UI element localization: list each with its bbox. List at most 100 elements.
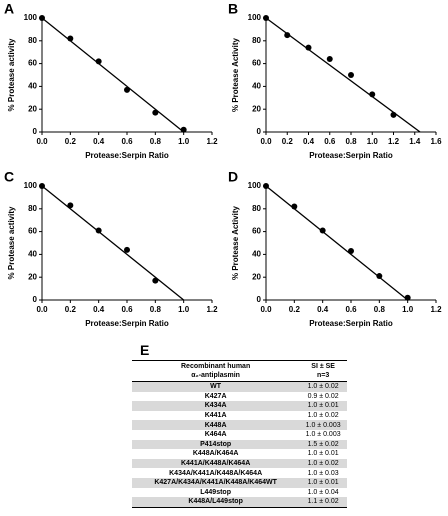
name-cell: K427A/K434A/K441A/K448A/K464WT — [132, 477, 300, 488]
y-tick-label: 40 — [28, 82, 37, 91]
x-tick-label: 0.4 — [93, 305, 105, 314]
data-point — [376, 273, 383, 280]
data-point — [291, 203, 298, 210]
y-axis-label: % Protease activity — [7, 38, 16, 111]
x-tick-label: 0.0 — [260, 305, 272, 314]
panel-label: E — [140, 342, 150, 358]
name-cell: K448A — [132, 420, 300, 430]
x-tick-label: 0.4 — [93, 137, 105, 146]
header-text: α₂-antiplasmin — [191, 372, 240, 379]
x-tick-label: 0.6 — [121, 305, 133, 314]
header-text: n=3 — [316, 372, 330, 379]
y-tick-label: 60 — [252, 227, 261, 236]
data-point — [404, 294, 411, 301]
x-tick-label: 0.0 — [36, 305, 48, 314]
data-point — [67, 202, 74, 209]
data-point — [95, 227, 102, 234]
name-cell: K441A — [204, 412, 227, 420]
x-tick-label: 0.6 — [345, 305, 357, 314]
name-cell: K464A — [204, 431, 227, 439]
value-cell: 1.0 ± 0.01 — [307, 450, 339, 458]
x-axis-label: Protease:Serpin Ratio — [309, 319, 393, 328]
table-row: K434A 1.0 ± 0.01 — [132, 401, 347, 411]
table: Recombinant human α₂-antiplasmin SI ± SE n… — [132, 360, 347, 508]
x-tick-label: 1.4 — [409, 137, 421, 146]
x-tick-label: 0.8 — [150, 305, 162, 314]
data-point — [152, 109, 159, 116]
y-tick-label: 0 — [33, 127, 38, 136]
x-tick-label: 1.0 — [402, 305, 414, 314]
x-axis-label: Protease:Serpin Ratio — [85, 319, 169, 328]
y-tick-label: 80 — [252, 204, 261, 213]
x-axis-label: Protease:Serpin Ratio — [309, 151, 393, 160]
x-tick-label: 1.2 — [206, 137, 218, 146]
table-row: K434A/K441A/K448A/K464A 1.0 ± 0.03 — [132, 468, 347, 478]
x-tick-label: 0.4 — [303, 137, 315, 146]
x-tick-label: 0.2 — [65, 305, 77, 314]
value-cell: 1.5 ± 0.02 — [299, 439, 347, 450]
data-point — [348, 72, 354, 78]
data-point — [390, 111, 397, 118]
value-cell: 1.0 ± 0.02 — [299, 381, 347, 392]
y-tick-label: 80 — [28, 204, 37, 213]
name-cell: L449stop — [200, 488, 231, 496]
y-tick-label: 20 — [252, 104, 261, 113]
data-point — [39, 183, 45, 189]
name-cell: K427A — [204, 392, 227, 400]
value-cell: 1.0 ± 0.04 — [307, 488, 339, 496]
value-cell: 1.0 ± 0.01 — [299, 401, 347, 411]
fit-line — [41, 185, 185, 301]
data-point — [369, 91, 376, 98]
data-point — [124, 86, 130, 93]
data-point — [284, 32, 291, 39]
y-tick-label: 20 — [28, 272, 37, 281]
name-cell: K434A — [132, 401, 300, 411]
data-point — [124, 246, 130, 253]
table-row: L449stop 1.0 ± 0.04 — [132, 488, 347, 498]
y-tick-label: 20 — [28, 104, 37, 113]
data-point — [305, 44, 312, 51]
panel-label: C — [4, 169, 14, 185]
y-tick-label: 60 — [252, 59, 261, 68]
table-row: K441A 1.0 ± 0.02 — [132, 411, 347, 421]
x-tick-label: 1.0 — [178, 305, 190, 314]
y-tick-label: 0 — [257, 127, 262, 136]
y-tick-label: 80 — [252, 36, 261, 45]
header-cell: Recombinant human α₂-antiplasmin — [132, 360, 300, 382]
value-cell: 1.0 ± 0.003 — [299, 420, 347, 430]
header-cell: SI ± SE n=3 — [299, 360, 347, 382]
fit-line — [265, 185, 409, 301]
data-point — [67, 35, 74, 42]
value-cell: 1.1 ± 0.02 — [299, 497, 347, 508]
y-tick-label: 40 — [252, 82, 261, 91]
y-tick-label: 0 — [33, 295, 38, 304]
x-tick-label: 0.6 — [121, 137, 133, 146]
table-row: K427A/K434A/K441A/K448A/K464WT 1.0 ± 0.01 — [132, 477, 347, 488]
name-cell: K448A/K464A — [192, 450, 239, 458]
y-tick-label: 20 — [252, 272, 261, 281]
x-tick-label: 1.2 — [388, 137, 400, 146]
panel-label: D — [228, 169, 238, 185]
header-text: Recombinant human — [181, 363, 251, 370]
table-row: K448A/L449stop 1.1 ± 0.02 — [132, 497, 347, 508]
charts: A % Protease activity Protease:Serpin Rati… — [4, 1, 442, 328]
x-tick-label: 0.8 — [374, 305, 386, 314]
data-point — [39, 15, 45, 21]
x-tick-label: 0.6 — [324, 137, 336, 146]
name-cell: P414stop — [132, 439, 300, 450]
y-tick-label: 40 — [252, 250, 261, 259]
y-tick-label: 100 — [248, 13, 262, 22]
y-tick-label: 60 — [28, 59, 37, 68]
x-tick-label: 1.6 — [430, 137, 442, 146]
table-row: K427A 0.9 ± 0.02 — [132, 392, 347, 402]
x-tick-label: 0.8 — [150, 137, 162, 146]
x-tick-label: 0.8 — [345, 137, 357, 146]
panel-label: A — [4, 1, 14, 17]
y-axis-label: % Protease Activity — [231, 37, 240, 112]
x-tick-label: 1.0 — [178, 137, 190, 146]
x-tick-label: 1.2 — [206, 305, 218, 314]
name-cell: K434A/K441A/K448A/K464A — [169, 469, 263, 477]
value-cell: 0.9 ± 0.02 — [307, 392, 339, 400]
header-row: Recombinant human α₂-antiplasmin SI ± SE n… — [132, 360, 347, 382]
value-cell: 1.0 ± 0.02 — [307, 412, 339, 420]
